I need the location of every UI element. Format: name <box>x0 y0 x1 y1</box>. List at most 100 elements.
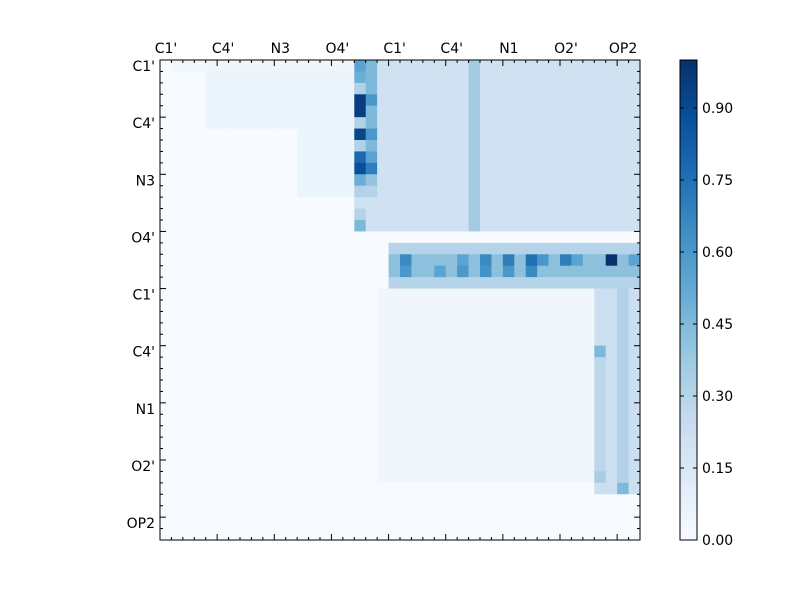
heatmap-cell <box>445 208 458 221</box>
heatmap-cell <box>285 254 298 267</box>
heatmap-cell <box>228 197 241 209</box>
heatmap-cell <box>308 517 321 529</box>
heatmap-cell <box>594 162 607 175</box>
heatmap-cell <box>331 380 344 392</box>
heatmap-cell <box>354 391 367 404</box>
heatmap-cell <box>445 368 458 381</box>
heatmap-cell <box>240 254 252 267</box>
heatmap-cell <box>617 242 629 255</box>
heatmap-cell <box>228 448 241 461</box>
heatmap-cell <box>297 94 309 107</box>
heatmap-cell <box>537 322 549 335</box>
heatmap-cell <box>354 265 367 278</box>
heatmap-cell <box>548 185 561 198</box>
heatmap-cell <box>457 357 469 369</box>
heatmap-cell <box>331 162 344 175</box>
heatmap-cell <box>331 517 344 529</box>
heatmap-cell <box>560 380 572 392</box>
heatmap-cell <box>468 220 481 232</box>
heatmap-cell <box>628 482 641 495</box>
x-tick-label: O4' <box>326 41 350 57</box>
heatmap-cell <box>502 357 515 369</box>
heatmap-cell <box>205 71 218 84</box>
heatmap-cell <box>628 505 641 518</box>
heatmap-cell <box>194 517 207 529</box>
heatmap-cell <box>400 60 412 72</box>
heatmap-cell <box>377 265 389 278</box>
heatmap-cell <box>171 425 184 438</box>
heatmap-cell <box>320 311 332 324</box>
heatmap-cell <box>228 368 241 381</box>
heatmap-cell <box>194 254 207 267</box>
heatmap-cell <box>491 185 504 198</box>
heatmap-cell <box>480 311 492 324</box>
heatmap-cell <box>548 128 561 141</box>
heatmap-cell <box>548 437 561 449</box>
heatmap-cell <box>434 311 447 324</box>
heatmap-cell <box>320 105 332 118</box>
heatmap-cell <box>628 334 641 347</box>
heatmap-cell <box>628 414 641 427</box>
heatmap-cell <box>548 197 561 209</box>
heatmap-cell <box>365 460 378 472</box>
heatmap-cell <box>582 425 595 438</box>
heatmap-cell <box>468 117 481 129</box>
heatmap-cell <box>457 117 469 129</box>
heatmap-cell <box>217 265 229 278</box>
heatmap-cell <box>354 117 367 129</box>
heatmap-cell <box>251 414 264 427</box>
heatmap-cell <box>445 334 458 347</box>
heatmap-cell <box>468 277 481 289</box>
heatmap-cell <box>422 448 435 461</box>
heatmap-cell <box>571 60 584 72</box>
heatmap-cell <box>525 288 538 301</box>
heatmap-cell <box>388 460 401 472</box>
heatmap-cell <box>194 380 207 392</box>
heatmap-cell <box>422 140 435 152</box>
heatmap-cell <box>388 425 401 438</box>
heatmap-cell <box>445 151 458 164</box>
heatmap-cell <box>457 380 469 392</box>
heatmap-cell <box>571 128 584 141</box>
heatmap-cell <box>617 460 629 472</box>
heatmap-cell <box>480 140 492 152</box>
heatmap-cell <box>171 231 184 244</box>
heatmap-cell <box>194 368 207 381</box>
heatmap-cell <box>491 140 504 152</box>
heatmap-cell <box>571 322 584 335</box>
heatmap-cell <box>617 220 629 232</box>
heatmap-cell <box>194 300 207 312</box>
heatmap-cell <box>457 517 469 529</box>
heatmap-cell <box>605 140 618 152</box>
heatmap-cell <box>194 140 207 152</box>
heatmap-cell <box>388 208 401 221</box>
heatmap-cell <box>571 311 584 324</box>
heatmap-cell <box>262 357 275 369</box>
heatmap-cell <box>205 60 218 72</box>
heatmap-cell <box>342 174 355 187</box>
heatmap-cell <box>628 402 641 415</box>
heatmap-cell <box>560 94 572 107</box>
heatmap-cell <box>171 208 184 221</box>
heatmap-cell <box>171 60 184 72</box>
heatmap-cell <box>502 494 515 507</box>
heatmap-cell <box>171 162 184 175</box>
heatmap-cell <box>571 208 584 221</box>
heatmap-cell <box>274 471 287 484</box>
heatmap-cell <box>251 185 264 198</box>
heatmap-cell <box>480 414 492 427</box>
heatmap-cell <box>560 322 572 335</box>
heatmap-cell <box>160 357 172 369</box>
heatmap-cell <box>297 242 309 255</box>
heatmap-cell <box>617 254 629 267</box>
heatmap-cell <box>171 82 184 95</box>
heatmap-cell <box>605 128 618 141</box>
heatmap-cell <box>514 414 527 427</box>
heatmap-cell <box>308 368 321 381</box>
heatmap-cell <box>502 288 515 301</box>
heatmap-cell <box>400 414 412 427</box>
heatmap-cell <box>377 368 389 381</box>
heatmap-cell <box>251 71 264 84</box>
heatmap-cell <box>308 254 321 267</box>
heatmap-cell <box>571 151 584 164</box>
